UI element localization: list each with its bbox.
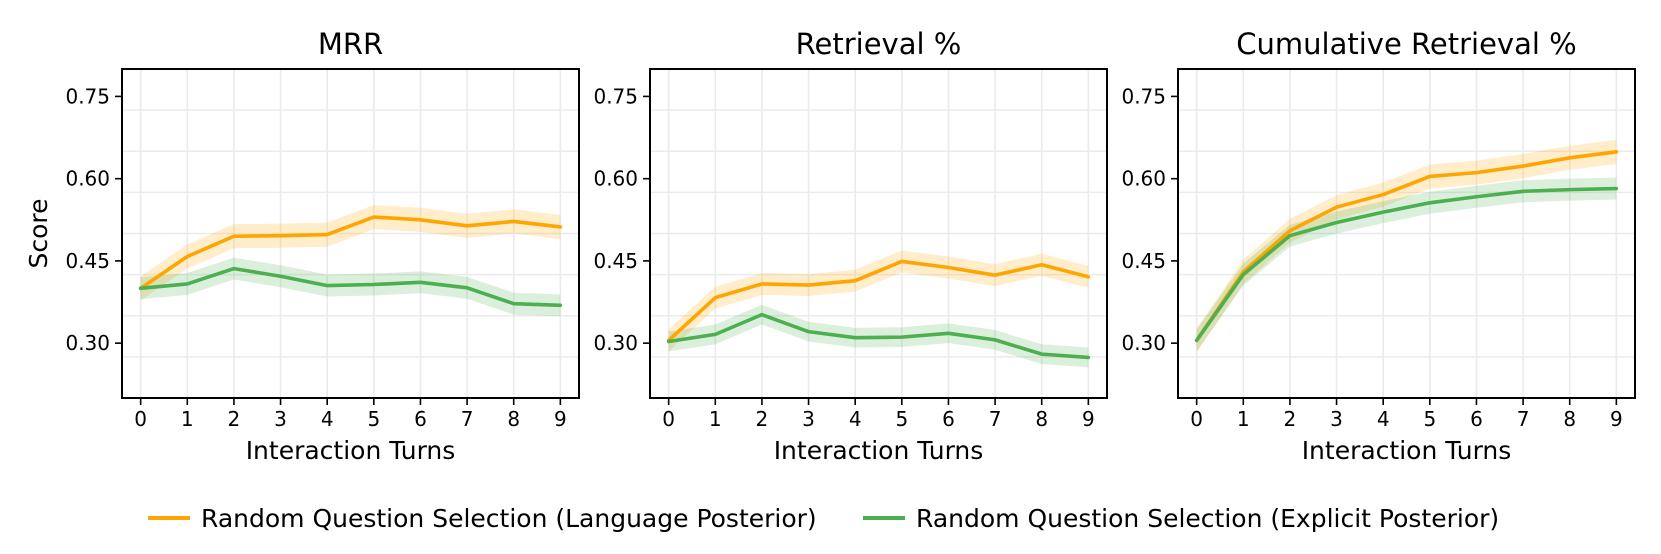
x-tick-label: 2 [756,407,769,431]
x-tick-label: 9 [554,407,567,431]
x-tick-label: 8 [1035,407,1048,431]
x-tick-label: 3 [1330,407,1343,431]
y-tick-label: 0.75 [593,84,638,108]
x-axis-label: Interaction Turns [774,436,984,465]
x-tick-label: 0 [134,407,147,431]
y-tick-label: 0.75 [1121,84,1166,108]
y-tick-label: 0.30 [593,331,638,355]
x-tick-label: 9 [1082,407,1095,431]
grid [1178,68,1635,398]
x-tick-label: 8 [507,407,520,431]
x-tick-label: 4 [849,407,862,431]
series-line-language [1194,149,1619,343]
legend-label-explicit-posterior: Random Question Selection (Explicit Post… [916,504,1499,533]
x-tick-label: 6 [414,407,427,431]
y-tick-label: 0.45 [1121,249,1166,273]
y-tick-label: 0.60 [1121,167,1166,191]
y-tick-label: 0.45 [65,249,110,273]
plot-frame [1177,68,1636,399]
x-tick-label: 1 [1237,407,1250,431]
series-line-explicit [138,266,563,308]
chart-panel-2: 0 1 2 3 4 5 6 7 8 9 0.30 0.45 0.60 0.75 Retrieval % Int… [593,27,1108,465]
y-tick-label: 0.75 [65,84,110,108]
confidence-band-language [140,204,561,301]
y-tick-label: 0.30 [65,331,110,355]
confidence-band-language [1196,139,1617,353]
x-tick-label: 6 [942,407,955,431]
chart-title: Retrieval % [796,27,962,61]
chart-title: Cumulative Retrieval % [1236,27,1576,61]
y-tick-label: 0.60 [593,167,638,191]
chart-panel-1: 0 1 2 3 4 5 6 7 8 9 0.30 0.45 0.60 0.75 MRR Interaction… [24,27,580,465]
confidence-band-language [668,250,1089,352]
x-tick-label: 4 [321,407,334,431]
y-tick-label: 0.45 [593,249,638,273]
x-tick-label: 0 [1190,407,1203,431]
x-tick-label: 4 [1377,407,1390,431]
y-tick-label: 0.30 [1121,331,1166,355]
series-line-language [138,215,563,291]
x-tick-label: 8 [1563,407,1576,431]
x-axis-label: Interaction Turns [1302,436,1512,465]
chart-panel-3: 0 1 2 3 4 5 6 7 8 9 0.30 0.45 0.60 0.75 Cumulative Ret… [1121,27,1636,465]
x-tick-label: 1 [181,407,194,431]
x-tick-label: 5 [367,407,380,431]
x-tick-label: 7 [1517,407,1530,431]
plot-frame [121,68,580,399]
series-line-explicit [1194,186,1619,343]
x-tick-label: 0 [662,407,675,431]
x-tick-label: 3 [274,407,287,431]
x-tick-label: 7 [989,407,1002,431]
y-axis-label: Score [24,198,53,268]
x-tick-label: 5 [895,407,908,431]
x-tick-label: 2 [1284,407,1297,431]
confidence-band-explicit [1196,177,1617,352]
x-tick-label: 7 [461,407,474,431]
chart-panels: 0 1 2 3 4 5 6 7 8 9 0.30 0.45 0.60 0.75 MRR Interaction… [24,27,1636,465]
series-line-explicit [666,312,1091,360]
grid [650,68,1107,398]
x-tick-label: 6 [1470,407,1483,431]
x-tick-label: 5 [1423,407,1436,431]
x-axis-label: Interaction Turns [246,436,456,465]
x-tick-label: 2 [228,407,241,431]
series-line-language [666,259,1091,343]
legend: Random Question Selection (Language Post… [148,504,1499,533]
chart-title: MRR [318,27,383,61]
x-tick-label: 3 [802,407,815,431]
legend-label-language-posterior: Random Question Selection (Language Post… [201,504,817,533]
y-tick-label: 0.60 [65,167,110,191]
confidence-band-explicit [140,257,561,317]
x-tick-label: 1 [709,407,722,431]
x-tick-label: 9 [1610,407,1623,431]
plot-frame [649,68,1108,399]
